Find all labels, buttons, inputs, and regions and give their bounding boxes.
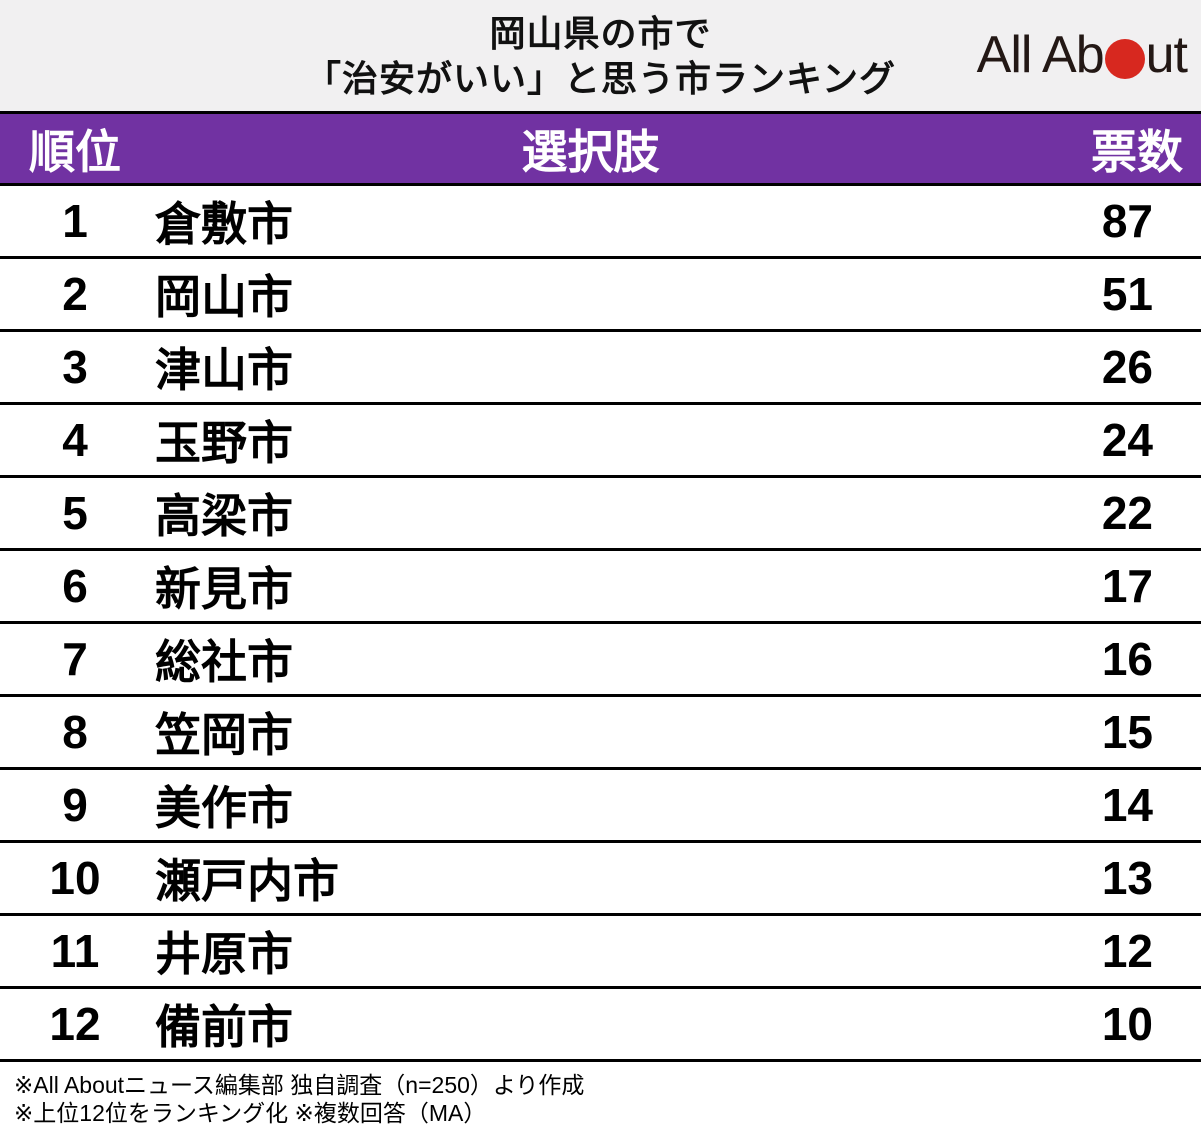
city-cell: 倉敷市: [155, 198, 293, 250]
source-note-line-2: ※上位12位をランキング化 ※複数回答（MA）: [14, 1100, 487, 1126]
table-row: 3 津山市 26: [0, 332, 1201, 405]
rank-cell: 1: [62, 195, 88, 247]
rank-cell: 10: [49, 852, 101, 904]
votes-cell: 16: [1101, 633, 1153, 685]
rank-cell: 5: [62, 487, 88, 539]
source-note-line-1: ※All Aboutニュース編集部 独自調査（n=250）より作成: [14, 1072, 585, 1098]
city-cell: 高梁市: [155, 490, 293, 542]
rank-cell: 8: [62, 706, 88, 758]
rank-cell: 2: [62, 268, 88, 320]
table-row: 5 高梁市 22: [0, 478, 1201, 551]
votes-cell: 22: [1101, 487, 1153, 539]
table-row: 6 新見市 17: [0, 551, 1201, 624]
title-line-2: 「治安がいい」と思う市ランキング: [305, 57, 896, 99]
logo-red-dot-icon: [1104, 39, 1145, 79]
table-row: 8 笠岡市 15: [0, 697, 1201, 770]
votes-cell: 10: [1101, 998, 1153, 1050]
rank-cell: 7: [62, 633, 88, 685]
title-bar: 岡山県の市で 「治安がいい」と思う市ランキング All Ab ut: [0, 0, 1201, 111]
source-notes: ※All Aboutニュース編集部 独自調査（n=250）より作成 ※上位12位…: [0, 1062, 1201, 1142]
votes-cell: 13: [1101, 852, 1153, 904]
city-cell: 井原市: [155, 928, 293, 980]
votes-cell: 87: [1101, 195, 1153, 247]
city-cell: 瀬戸内市: [155, 855, 339, 907]
logo-text-left: All Ab: [976, 26, 1105, 84]
table-row: 2 岡山市 51: [0, 259, 1201, 332]
rank-cell: 4: [62, 414, 88, 466]
allabout-logo: All Ab ut: [976, 22, 1188, 88]
rank-cell: 11: [50, 925, 100, 977]
table-row: 12 備前市 10: [0, 989, 1201, 1062]
city-cell: 岡山市: [155, 271, 293, 323]
votes-cell: 15: [1101, 706, 1153, 758]
votes-cell: 17: [1101, 560, 1153, 612]
table-row: 11 井原市 12: [0, 916, 1201, 989]
logo-text-right: ut: [1145, 26, 1188, 84]
table-row: 4 玉野市 24: [0, 405, 1201, 478]
votes-cell: 26: [1101, 341, 1153, 393]
header-rank: 順位: [29, 125, 121, 178]
votes-cell: 14: [1101, 779, 1153, 831]
header-votes: 票数: [1091, 125, 1183, 178]
table-row: 7 総社市 16: [0, 624, 1201, 697]
votes-cell: 12: [1101, 925, 1153, 977]
city-cell: 玉野市: [155, 417, 293, 469]
votes-cell: 24: [1101, 414, 1153, 466]
city-cell: 笠岡市: [155, 709, 293, 761]
city-cell: 津山市: [155, 344, 293, 396]
page-title: 岡山県の市で 「治安がいい」と思う市ランキング: [0, 0, 1201, 111]
rank-cell: 12: [49, 998, 101, 1050]
rank-cell: 6: [62, 560, 88, 612]
votes-cell: 51: [1101, 268, 1153, 320]
city-cell: 備前市: [155, 1001, 293, 1053]
header-choice: 選択肢: [521, 125, 660, 178]
rank-cell: 3: [62, 341, 88, 393]
table-row: 9 美作市 14: [0, 770, 1201, 843]
city-cell: 総社市: [155, 636, 293, 688]
table-row: 1 倉敷市 87: [0, 186, 1201, 259]
table-row: 10 瀬戸内市 13: [0, 843, 1201, 916]
city-cell: 美作市: [155, 782, 293, 834]
table-header-row: 順位 選択肢 票数: [0, 111, 1201, 186]
city-cell: 新見市: [155, 563, 293, 615]
title-line-1: 岡山県の市で: [489, 12, 712, 54]
rank-cell: 9: [62, 779, 88, 831]
